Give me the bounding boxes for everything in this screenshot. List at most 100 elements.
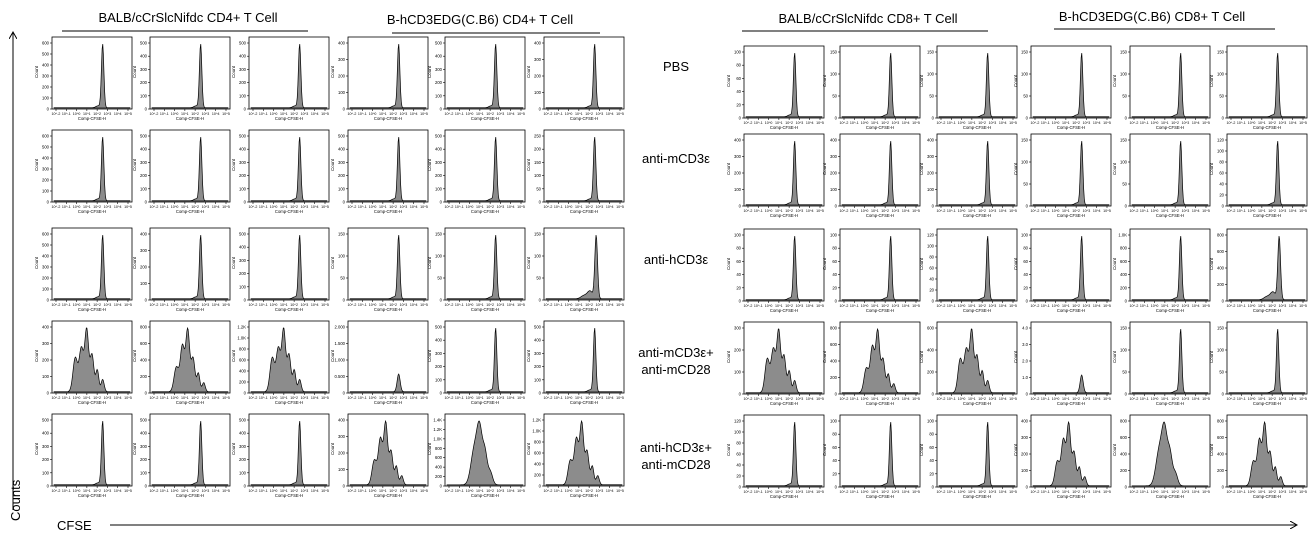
panel-x-tick-label: 10^2 xyxy=(93,205,101,209)
panel-x-tick-label: 10^0 xyxy=(1248,304,1256,308)
panel-x-tick-label: 10^-1 xyxy=(947,304,956,308)
panel-x-tick-label: 10^5 xyxy=(321,396,329,400)
panel-x-tick-label: 10^3 xyxy=(989,304,997,308)
panel-x-tick-label: 10^-2 xyxy=(1227,490,1236,494)
panel-x-tick-label: 10^3 xyxy=(104,489,112,493)
group-title: BALB/cCrSlcNifdc CD8+ T Cell xyxy=(778,11,957,26)
panel-x-tick-label: 10^5 xyxy=(1202,121,1210,125)
panel-y-tick-label: 600 xyxy=(42,41,50,46)
panel-y-tick-label: 300 xyxy=(42,444,50,449)
panel-x-tick-label: 10^5 xyxy=(420,489,428,493)
histogram-panel: 0 100 200 300 400 Count 10^-2 10^-1 10^0 10^1 10^2… xyxy=(822,133,921,218)
panel-x-tick-label: 10^4 xyxy=(311,489,319,493)
panel-x-tick-label: 10^3 xyxy=(104,303,112,307)
histogram-panel: 0 50 100 150 Count 10^-2 10^-1 10^0 10^1 10^2 10^3… xyxy=(330,227,429,312)
panel-x-tick-label: 10^4 xyxy=(1093,121,1101,125)
panel-x-tick-label: 10^4 xyxy=(410,112,418,116)
panel-x-tick-label: 10^0 xyxy=(1248,121,1256,125)
panel-x-tick-label: 10^-2 xyxy=(150,112,159,116)
treatment-label-line: PBS xyxy=(663,59,689,74)
panel-x-tick-label: 10^1 xyxy=(181,303,189,307)
panel-x-tick-label: 10^4 xyxy=(606,205,614,209)
panel-x-tick-label: 10^-2 xyxy=(1130,490,1139,494)
panel-x-tick-label: 10^2 xyxy=(785,209,793,213)
panel-y-tick-label: 200 xyxy=(140,374,148,379)
panel-y-tick-label: 100 xyxy=(1217,348,1225,353)
panel-x-tick-label: 10^-2 xyxy=(744,209,753,213)
panel-x-tick-label: 10^1 xyxy=(1161,397,1169,401)
panel-x-tick-label: 10^-1 xyxy=(947,121,956,125)
panel-y-tick-label: 300 xyxy=(140,248,148,253)
panel-y-tick-label: 300 xyxy=(1021,435,1029,440)
panel-x-tick-label: 10^-2 xyxy=(1227,397,1236,401)
panel-y-label: Count xyxy=(526,349,531,362)
panel-y-tick-label: 400 xyxy=(338,147,346,152)
panel-y-tick-label: 200 xyxy=(435,364,443,369)
treatment-label: anti-mCD3ε+ anti-mCD28 xyxy=(638,345,714,377)
panel-x-tick-label: 10^5 xyxy=(517,303,525,307)
panel-y-label: Count xyxy=(427,256,432,269)
panel-x-tick-label: 10^2 xyxy=(1268,209,1276,213)
panel-x-tick-label: 10^1 xyxy=(181,112,189,116)
panel-y-tick-label: 600 xyxy=(534,451,542,456)
panel-x-tick-label: 10^1 xyxy=(575,396,583,400)
panel-x-label: Comp-CFSE-H xyxy=(866,213,894,218)
panel-x-tick-label: 10^3 xyxy=(301,303,309,307)
panel-x-tick-label: 10^4 xyxy=(507,205,515,209)
panel-y-tick-label: 150 xyxy=(1120,326,1128,331)
panel-x-tick-label: 10^3 xyxy=(202,489,210,493)
panel-y-tick-label: 40 xyxy=(736,89,741,94)
panel-y-tick-label: 100 xyxy=(927,244,935,249)
panel-y-tick-label: 400 xyxy=(42,254,50,259)
panel-y-tick-label: 100 xyxy=(830,233,838,238)
panel-x-label: Comp-CFSE-H xyxy=(1156,213,1184,218)
panel-x-tick-label: 10^0 xyxy=(270,205,278,209)
panel-y-tick-label: 100 xyxy=(1120,72,1128,77)
panel-x-tick-label: 10^2 xyxy=(1268,304,1276,308)
panel-x-tick-label: 10^1 xyxy=(968,490,976,494)
panel-y-tick-label: 300 xyxy=(338,160,346,165)
panel-y-tick-label: 150 xyxy=(1217,326,1225,331)
panel-x-tick-label: 10^0 xyxy=(171,396,179,400)
panel-y-tick-label: 400 xyxy=(239,431,247,436)
panel-frame xyxy=(1129,414,1211,488)
panel-x-tick-label: 10^-2 xyxy=(1031,209,1040,213)
panel-y-tick-label: 200 xyxy=(42,457,50,462)
panel-x-tick-label: 10^2 xyxy=(1268,121,1276,125)
panel-x-tick-label: 10^4 xyxy=(902,209,910,213)
panel-x-label: Comp-CFSE-H xyxy=(866,308,894,313)
panel-y-tick-label: 100 xyxy=(42,96,50,101)
panel-y-tick-label: 40 xyxy=(736,463,741,468)
panel-x-tick-label: 10^-2 xyxy=(249,303,258,307)
cfse-histogram xyxy=(938,140,1016,206)
panel-x-tick-label: 10^5 xyxy=(1009,490,1017,494)
panel-y-tick-label: 800 xyxy=(1217,419,1225,424)
panel-y-tick-label: 400 xyxy=(1217,452,1225,457)
panel-x-tick-label: 10^4 xyxy=(1192,304,1200,308)
panel-y-label: Count xyxy=(1013,257,1018,270)
panel-x-tick-label: 10^-1 xyxy=(259,205,268,209)
panel-y-tick-label: 20 xyxy=(736,102,741,107)
panel-x-label: Comp-CFSE-H xyxy=(471,307,499,312)
panel-y-label: Count xyxy=(822,350,827,363)
panel-y-label: Count xyxy=(1013,443,1018,456)
panel-x-tick-label: 10^0 xyxy=(565,489,573,493)
panel-x-tick-label: 10^1 xyxy=(575,489,583,493)
panel-x-tick-label: 10^2 xyxy=(978,304,986,308)
panel-y-tick-label: 300 xyxy=(338,57,346,62)
panel-x-tick-label: 10^3 xyxy=(497,112,505,116)
panel-y-label: Count xyxy=(726,162,731,175)
panel-x-tick-label: 10^3 xyxy=(1279,397,1287,401)
panel-y-tick-label: 200 xyxy=(239,380,247,385)
panel-x-tick-label: 10^5 xyxy=(321,205,329,209)
cfse-histogram xyxy=(53,136,131,202)
panel-x-tick-label: 10^2 xyxy=(93,112,101,116)
panel-x-tick-label: 10^5 xyxy=(816,490,824,494)
panel-x-tick-label: 10^-1 xyxy=(62,205,71,209)
panel-x-tick-label: 10^2 xyxy=(585,205,593,209)
